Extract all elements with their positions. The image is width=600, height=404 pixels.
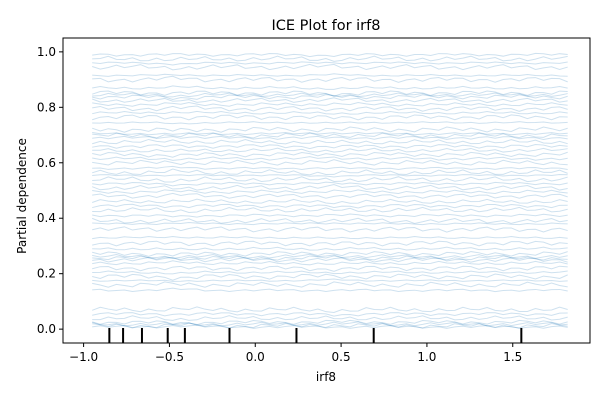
ice-curve [92, 143, 568, 150]
ice-curve [92, 226, 568, 233]
ice-curve [92, 181, 568, 187]
ice-curve [92, 312, 568, 317]
ice-curve [92, 192, 568, 199]
y-tick-label: 0.2 [37, 267, 56, 281]
ice-curve [92, 221, 568, 226]
ice-curve [92, 213, 568, 218]
ice-curve [92, 315, 568, 321]
ice-curve [92, 85, 568, 90]
y-tick-label: 0.8 [37, 100, 56, 114]
ice-curve [92, 281, 568, 288]
y-tick-label: 0.0 [37, 322, 56, 336]
ice-curve [92, 156, 568, 161]
plot-frame [62, 37, 591, 344]
ice-curve [92, 236, 568, 240]
x-axis-label: irf8 [316, 370, 336, 384]
ice-curve [92, 110, 568, 115]
ice-curve [92, 256, 568, 263]
ice-curve [92, 273, 568, 281]
ice-curve [92, 121, 568, 125]
ice-curve [92, 174, 568, 178]
ice-curve [92, 198, 568, 205]
ice-curve [91, 184, 568, 191]
ice-curve [92, 131, 568, 136]
ice-curve [92, 97, 568, 104]
chart-title: ICE Plot for irf8 [272, 18, 381, 34]
ice-curve [92, 63, 568, 71]
ice-curve [92, 278, 568, 282]
ice-curve [92, 105, 568, 112]
ice-curve [92, 321, 568, 327]
ice-curve [92, 114, 568, 121]
ice-curve [92, 55, 568, 62]
ice-curve [92, 92, 568, 98]
y-tick-label: 1.0 [37, 45, 56, 59]
ice-curve [92, 147, 568, 153]
ice-curve [92, 287, 568, 293]
ice-curve [92, 255, 568, 261]
x-axis-ticks: −1.0 −0.5 0.0 0.5 1.0 1.5 [69, 343, 522, 364]
y-tick-label: 0.4 [37, 211, 56, 225]
x-tick-label: 1.5 [503, 350, 522, 364]
ice-curve [92, 203, 568, 209]
ice-curve [92, 260, 568, 266]
ice-curve [92, 90, 568, 97]
ice-curve [92, 132, 568, 139]
ice-curve [92, 246, 568, 251]
x-tick-label: 1.0 [417, 350, 436, 364]
x-tick-label: −1.0 [69, 350, 98, 364]
x-tick-label: −0.5 [155, 350, 184, 364]
ice-curve [92, 165, 568, 170]
ice-curve [92, 168, 568, 176]
x-tick-label: 0.0 [246, 350, 265, 364]
rug-ticks [108, 328, 523, 343]
ice-curve [92, 126, 568, 133]
x-tick-label: 0.5 [332, 350, 351, 364]
ice-curve [92, 151, 568, 158]
ice-curve [92, 253, 568, 259]
ice-curve [92, 94, 568, 100]
ice-curve [92, 319, 568, 326]
ice-curve [92, 73, 568, 77]
ice-curve [92, 61, 568, 66]
ice-curve [92, 135, 568, 140]
ice-curve [92, 270, 568, 275]
ice-curve [92, 176, 568, 183]
ice-curve [92, 322, 568, 329]
ice-curve [92, 251, 568, 257]
ice-curve [92, 52, 568, 58]
ice-curve [92, 75, 568, 83]
ice-curve [92, 306, 568, 313]
ice-curve [92, 324, 568, 329]
y-axis-ticks: 0.0 0.2 0.4 0.6 0.8 1.0 [37, 45, 63, 336]
y-axis-label: Partial dependence [15, 138, 29, 254]
ice-curve [92, 206, 568, 213]
y-tick-label: 0.6 [37, 156, 56, 170]
ice-curves [91, 52, 568, 329]
ice-curve [92, 240, 568, 247]
ice-curve [92, 101, 568, 107]
ice-curve [92, 159, 568, 166]
ice-curve [92, 265, 568, 272]
ice-curve [91, 217, 568, 224]
ice-curve [92, 138, 568, 145]
ice-curve [92, 189, 568, 195]
